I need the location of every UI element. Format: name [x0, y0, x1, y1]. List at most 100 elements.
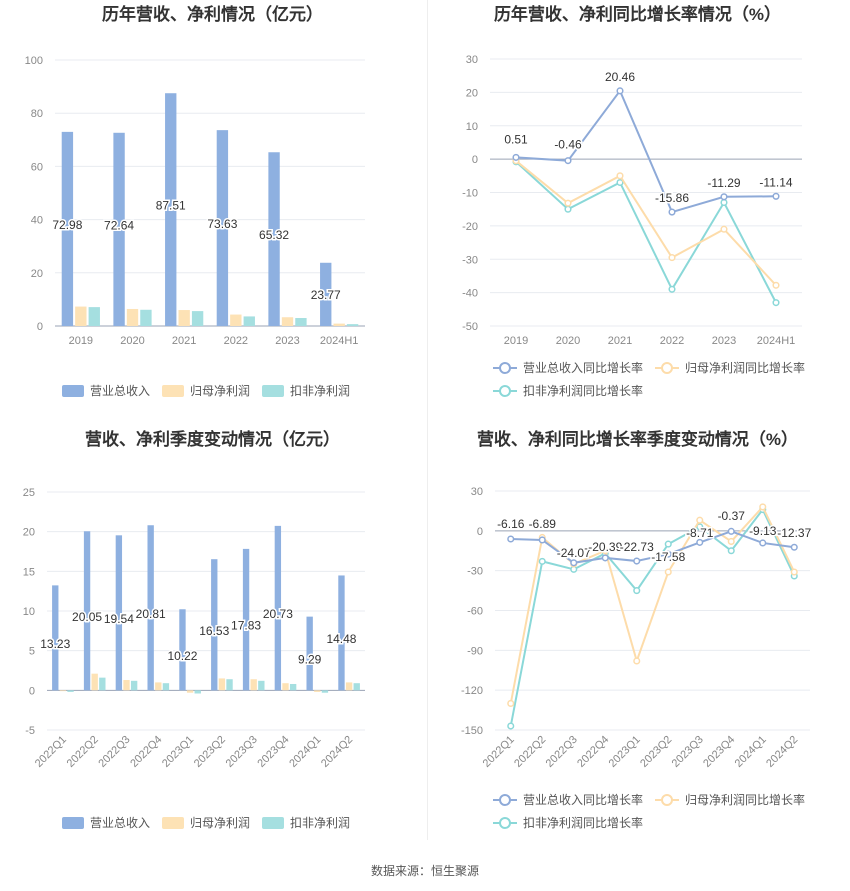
data-label: -9.13: [749, 524, 777, 538]
bar: [250, 679, 257, 691]
series-line: [515, 160, 777, 286]
data-point: [570, 559, 578, 567]
data-point: [664, 550, 672, 558]
bar: [162, 683, 170, 691]
legend-swatch: [262, 817, 284, 829]
x-tick-label: 2023Q2: [192, 734, 228, 770]
x-tick-label: 2024Q2: [764, 734, 800, 770]
data-point: [616, 172, 624, 180]
y-tick-label: -20: [462, 221, 478, 233]
x-tick-label: 2019: [69, 335, 93, 347]
legend-label: 扣非净利润同比增长率: [523, 383, 643, 398]
y-tick-label: -120: [461, 685, 483, 697]
bar: [178, 310, 190, 326]
bar: [67, 690, 74, 692]
quarterly-revenue-profit-chart: 营收、净利季度变动情况（亿元）-505101520252022Q12022Q22…: [23, 429, 365, 830]
y-tick-label: 0: [477, 526, 483, 538]
bar: [179, 609, 186, 691]
x-tick-label: 2024Q2: [319, 734, 355, 770]
y-tick-label: -30: [462, 254, 478, 266]
data-point: [727, 547, 735, 555]
data-point: [772, 192, 780, 200]
series-line: [515, 88, 777, 214]
y-tick-label: 20: [23, 527, 35, 539]
y-tick-label: 0: [37, 321, 43, 333]
bar: [282, 683, 289, 691]
x-tick-label: 2020: [556, 335, 580, 347]
series-line: [510, 530, 795, 564]
x-tick-label: 2020: [120, 335, 144, 347]
bar: [59, 690, 67, 692]
x-tick-label: 2022: [224, 335, 248, 347]
x-tick-label: 2022: [660, 335, 684, 347]
data-point: [772, 281, 780, 289]
y-tick-label: 10: [466, 121, 478, 133]
series-line: [509, 507, 796, 727]
data-label: -22.73: [620, 540, 654, 554]
data-point: [601, 547, 609, 555]
data-point: [720, 198, 728, 207]
x-tick-label: 2023Q3: [224, 734, 260, 770]
bar: [140, 309, 152, 326]
x-tick-label: 2023Q2: [638, 734, 674, 770]
legend-label: 归母净利润同比增长率: [685, 360, 805, 375]
data-label: -12.37: [777, 526, 811, 540]
y-tick-label: -150: [461, 725, 483, 737]
bar: [61, 131, 74, 326]
bar: [75, 306, 87, 326]
data-point: [720, 225, 728, 233]
bar: [186, 690, 194, 693]
chart-title: 营收、净利季度变动情况（亿元）: [85, 429, 340, 449]
legend-label: 归母净利润同比增长率: [685, 792, 805, 807]
data-label: 20.73: [263, 607, 293, 621]
x-tick-label: 2021: [172, 335, 196, 347]
data-label: -6.89: [529, 517, 557, 531]
data-label: 17.83: [231, 619, 261, 633]
data-point: [668, 285, 676, 293]
bar: [216, 130, 229, 326]
data-point: [507, 722, 515, 730]
x-tick-label: 2024Q1: [733, 734, 769, 770]
data-point: [772, 299, 780, 307]
data-label: -15.86: [655, 191, 689, 205]
data-source-note: 数据来源：恒生聚源: [370, 864, 479, 878]
data-label: 73.63: [207, 217, 237, 231]
x-tick-label: 2023Q4: [255, 734, 291, 770]
data-label: -17.58: [651, 550, 685, 564]
data-label: 20.46: [605, 70, 635, 84]
legend-label: 扣非净利润: [290, 816, 350, 830]
bar: [155, 682, 162, 691]
bar: [295, 318, 307, 326]
data-label: 72.98: [52, 218, 82, 232]
x-tick-label: 2023: [712, 335, 736, 347]
data-label: 23.77: [311, 288, 341, 302]
bar: [99, 677, 106, 691]
data-label: -11.29: [707, 176, 740, 190]
x-tick-label: 2021: [608, 335, 632, 347]
data-label: -11.14: [759, 175, 792, 189]
data-point: [616, 87, 624, 95]
bar: [226, 679, 233, 691]
data-point: [664, 568, 672, 576]
data-label: 14.48: [326, 632, 356, 646]
data-point: [512, 153, 520, 161]
y-tick-label: 100: [25, 55, 43, 67]
x-tick-label: 2022Q1: [481, 734, 517, 770]
data-point: [507, 699, 515, 707]
data-point: [720, 193, 728, 201]
bar: [289, 683, 297, 691]
legend-label: 扣非净利润: [290, 384, 350, 398]
data-point: [616, 178, 624, 187]
bar: [338, 575, 345, 691]
bar: [113, 132, 125, 326]
bar: [281, 317, 294, 326]
data-point: [564, 157, 572, 165]
y-tick-label: -50: [462, 321, 478, 333]
x-tick-label: 2022Q3: [544, 734, 580, 770]
data-point: [633, 587, 641, 595]
data-point: [601, 554, 609, 562]
data-label: 13.23: [40, 637, 70, 651]
y-tick-label: 80: [31, 108, 43, 120]
bar: [115, 535, 123, 691]
